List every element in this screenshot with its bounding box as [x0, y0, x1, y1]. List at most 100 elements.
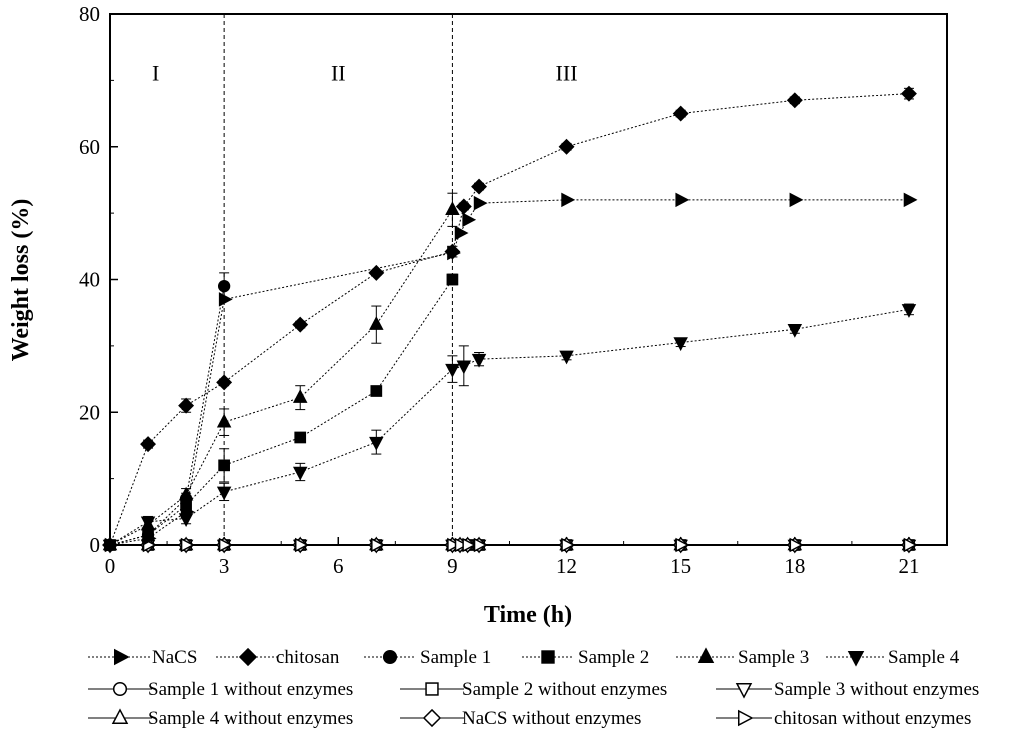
data-point-chitosan	[672, 105, 689, 122]
legend-marker-sample-2-without-enzymes	[425, 682, 439, 696]
x-axis-title: Time (h)	[484, 602, 572, 628]
x-tick-label: 18	[784, 554, 805, 578]
data-point-sample-3	[216, 413, 232, 428]
data-point-chitosan-without-enzymes	[294, 537, 309, 553]
legend-label-sample-3-without-enzymes: Sample 3 without enzymes	[774, 679, 979, 700]
data-point-sample-3	[445, 201, 460, 216]
data-point-sample-4	[456, 360, 472, 375]
data-point-chitosan-without-enzymes	[675, 537, 690, 553]
data-point-chitosan-without-enzymes	[789, 537, 804, 553]
series-line-sample-2	[109, 279, 453, 546]
data-point-sample-4	[369, 436, 384, 451]
legend-label-chitosan-without-enzymes: chitosan without enzymes	[774, 708, 971, 729]
data-point-chitosan-without-enzymes	[903, 537, 918, 553]
data-point-chitosan-without-enzymes	[371, 537, 385, 553]
data-point-nacs	[454, 225, 469, 241]
legend-label-nacs: NaCS	[152, 647, 197, 668]
data-point-chitosan-without-enzymes	[462, 537, 477, 553]
legend-marker-sample-4-without-enzymes	[111, 708, 129, 724]
series-line-chitosan	[109, 93, 909, 546]
x-tick-label: 21	[898, 554, 919, 578]
data-point-chitosan-without-enzymes	[473, 537, 488, 553]
legend-marker-nacs-without-enzymes	[422, 708, 442, 728]
data-point-nacs	[561, 192, 576, 208]
legend-label-sample-1-without-enzymes: Sample 1 without enzymes	[148, 679, 353, 700]
data-point-nacs	[675, 192, 690, 208]
data-point-nacs	[903, 192, 918, 208]
data-point-chitosan	[471, 178, 488, 195]
legend-marker-sample-1	[382, 649, 398, 665]
plot-frame	[109, 13, 948, 546]
data-point-chitosan	[444, 243, 461, 260]
data-point-sample-4	[445, 363, 460, 378]
x-tick-label: 15	[670, 554, 691, 578]
legend-marker-sample-4	[847, 651, 865, 667]
data-point-nacs	[462, 212, 477, 228]
data-point-sample-2	[142, 529, 154, 541]
data-point-sample-4	[901, 304, 917, 318]
legend-label-sample-3: Sample 3	[738, 647, 809, 668]
series-line-sample-3	[109, 209, 453, 546]
y-tick-label: 60	[79, 135, 100, 159]
data-point-chitosan-without-enzymes	[454, 537, 469, 553]
data-point-chitosan	[292, 316, 309, 333]
data-point-nacs	[218, 292, 233, 307]
legend-marker-sample-3	[697, 647, 715, 663]
data-point-sample-1	[217, 279, 231, 293]
data-point-sample-2	[370, 385, 383, 397]
data-point-chitosan	[900, 85, 917, 102]
legend-label-chitosan: chitosan	[276, 647, 340, 668]
data-point-chitosan-without-enzymes	[447, 537, 461, 553]
data-point-chitosan	[558, 138, 575, 155]
data-point-sample-3	[369, 316, 384, 330]
x-tick-label: 9	[447, 554, 458, 578]
data-point-sample-4	[292, 466, 308, 481]
legend-label-sample-4: Sample 4	[888, 647, 960, 668]
x-tick-label: 12	[556, 554, 577, 578]
data-point-nacs	[789, 192, 804, 208]
legend-marker-chitosan-without-enzymes	[738, 709, 754, 727]
y-tick-label: 0	[90, 533, 101, 557]
legend-marker-sample-1-without-enzymes	[112, 681, 128, 697]
legend-label-nacs-without-enzymes: NaCS without enzymes	[462, 708, 641, 729]
legend-marker-chitosan	[238, 647, 258, 667]
data-point-sample-4	[673, 337, 688, 352]
legend-label-sample-1: Sample 1	[420, 647, 491, 668]
series-line-sample-1	[109, 286, 225, 546]
data-point-sample-3	[292, 389, 308, 403]
legend-marker-sample-3-without-enzymes	[735, 683, 753, 699]
legend-marker-nacs	[114, 648, 130, 666]
region-label-ii: II	[331, 60, 346, 85]
data-point-sample-4	[140, 516, 156, 531]
data-point-chitosan-without-enzymes	[218, 537, 233, 553]
data-point-sample-4	[787, 324, 803, 338]
legend-label-sample-2-without-enzymes: Sample 2 without enzymes	[462, 679, 667, 700]
data-point-chitosan	[455, 198, 472, 215]
data-point-sample-4	[216, 486, 232, 501]
data-point-sample-4	[103, 540, 117, 553]
x-tick-label: 0	[105, 554, 116, 578]
series-line-nacs	[109, 199, 909, 546]
data-point-sample-4	[559, 350, 574, 365]
data-point-chitosan	[178, 397, 195, 414]
data-point-chitosan	[368, 264, 385, 281]
data-point-sample-4	[178, 513, 194, 527]
data-point-chitosan	[140, 436, 157, 453]
y-tick-label: 80	[79, 2, 100, 26]
y-axis-title: Weight loss (%)	[8, 199, 34, 362]
data-point-sample-2	[180, 499, 192, 512]
y-tick-label: 20	[79, 400, 100, 424]
region-label-i: I	[152, 60, 159, 85]
data-point-sample-2	[294, 431, 307, 444]
data-point-nacs	[473, 195, 488, 211]
data-point-chitosan-without-enzymes	[180, 537, 195, 553]
data-point-sample-2	[218, 459, 230, 472]
y-tick-label: 40	[79, 268, 100, 292]
data-point-chitosan	[216, 374, 233, 391]
data-point-sample-4	[471, 353, 487, 368]
data-point-chitosan	[786, 92, 803, 109]
legend-marker-sample-2	[541, 650, 555, 664]
region-label-iii: III	[556, 60, 578, 85]
